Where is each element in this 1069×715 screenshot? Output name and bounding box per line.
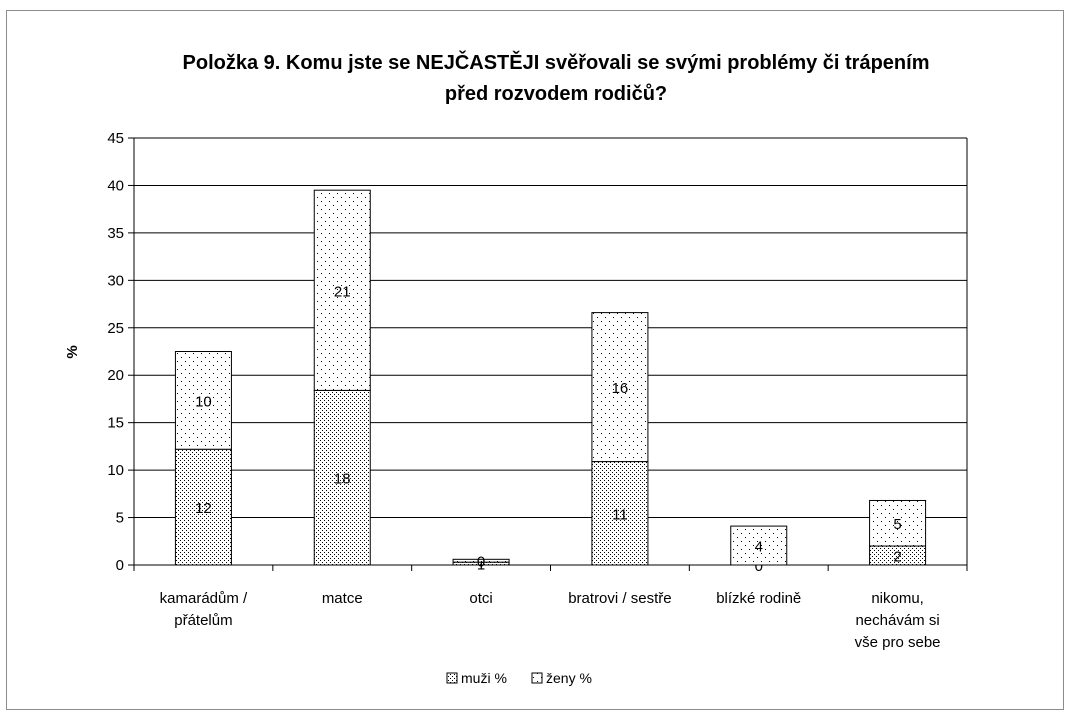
y-tick-label: 35 <box>107 225 124 242</box>
bar-segment <box>313 389 371 566</box>
y-tick-label: 15 <box>107 415 124 432</box>
bar-segment <box>452 558 510 563</box>
y-axis-label: % <box>64 345 81 358</box>
legend-swatch-muzi <box>446 672 458 684</box>
category-label: otci <box>469 590 492 607</box>
category-labels: kamarádům / přátelům matce otci bratrovi / s… <box>160 590 941 651</box>
data-label: 12 <box>195 500 212 517</box>
y-tick-label: 20 <box>107 367 124 384</box>
data-label: 21 <box>334 283 351 300</box>
data-label: 4 <box>755 539 763 556</box>
legend-swatch-zeny <box>531 672 543 684</box>
category-label: nechávám si <box>855 612 939 629</box>
data-label: 2 <box>893 549 901 566</box>
category-label: přátelům <box>174 612 232 629</box>
data-label: 0 <box>755 558 763 575</box>
data-label: 0 <box>477 554 485 571</box>
category-label: blízké rodině <box>716 590 801 607</box>
gridlines <box>134 137 967 519</box>
chart-title-line-1: Položka 9. Komu jste se NEJČASTĚJI svěřo… <box>183 50 930 74</box>
data-label: 10 <box>195 393 212 410</box>
legend-label-zeny: ženy % <box>546 670 592 686</box>
bar-segment <box>869 499 927 547</box>
y-tick-labels: 0 5 10 15 20 25 30 35 40 45 <box>107 130 124 574</box>
bar-segment <box>591 312 649 463</box>
category-label: kamarádům / <box>160 590 248 607</box>
data-label: 11 <box>612 506 628 523</box>
y-tick-label: 30 <box>107 272 124 289</box>
data-label: 16 <box>612 380 629 397</box>
y-tick-label: 25 <box>107 320 124 337</box>
bar-segment <box>591 461 649 566</box>
category-label: vše pro sebe <box>855 634 941 651</box>
category-label: bratrovi / sestře <box>568 590 671 607</box>
y-tick-label: 5 <box>116 510 124 527</box>
bar-segment <box>730 525 788 566</box>
category-label: nikomu, <box>871 590 924 607</box>
data-label: 5 <box>893 516 901 533</box>
legend-label-muzi: muži % <box>461 670 507 686</box>
bar-segment <box>313 189 371 391</box>
y-tick-label: 0 <box>116 557 124 574</box>
category-label: matce <box>322 590 363 607</box>
chart-title-line-2: před rozvodem rodičů? <box>445 83 667 105</box>
y-tick-label: 10 <box>107 462 124 479</box>
data-label: 18 <box>334 471 351 488</box>
axes <box>128 137 968 571</box>
legend: muži % ženy % <box>446 670 592 686</box>
y-tick-label: 45 <box>107 130 124 147</box>
y-tick-label: 40 <box>107 177 124 194</box>
bar-segment <box>174 351 232 450</box>
